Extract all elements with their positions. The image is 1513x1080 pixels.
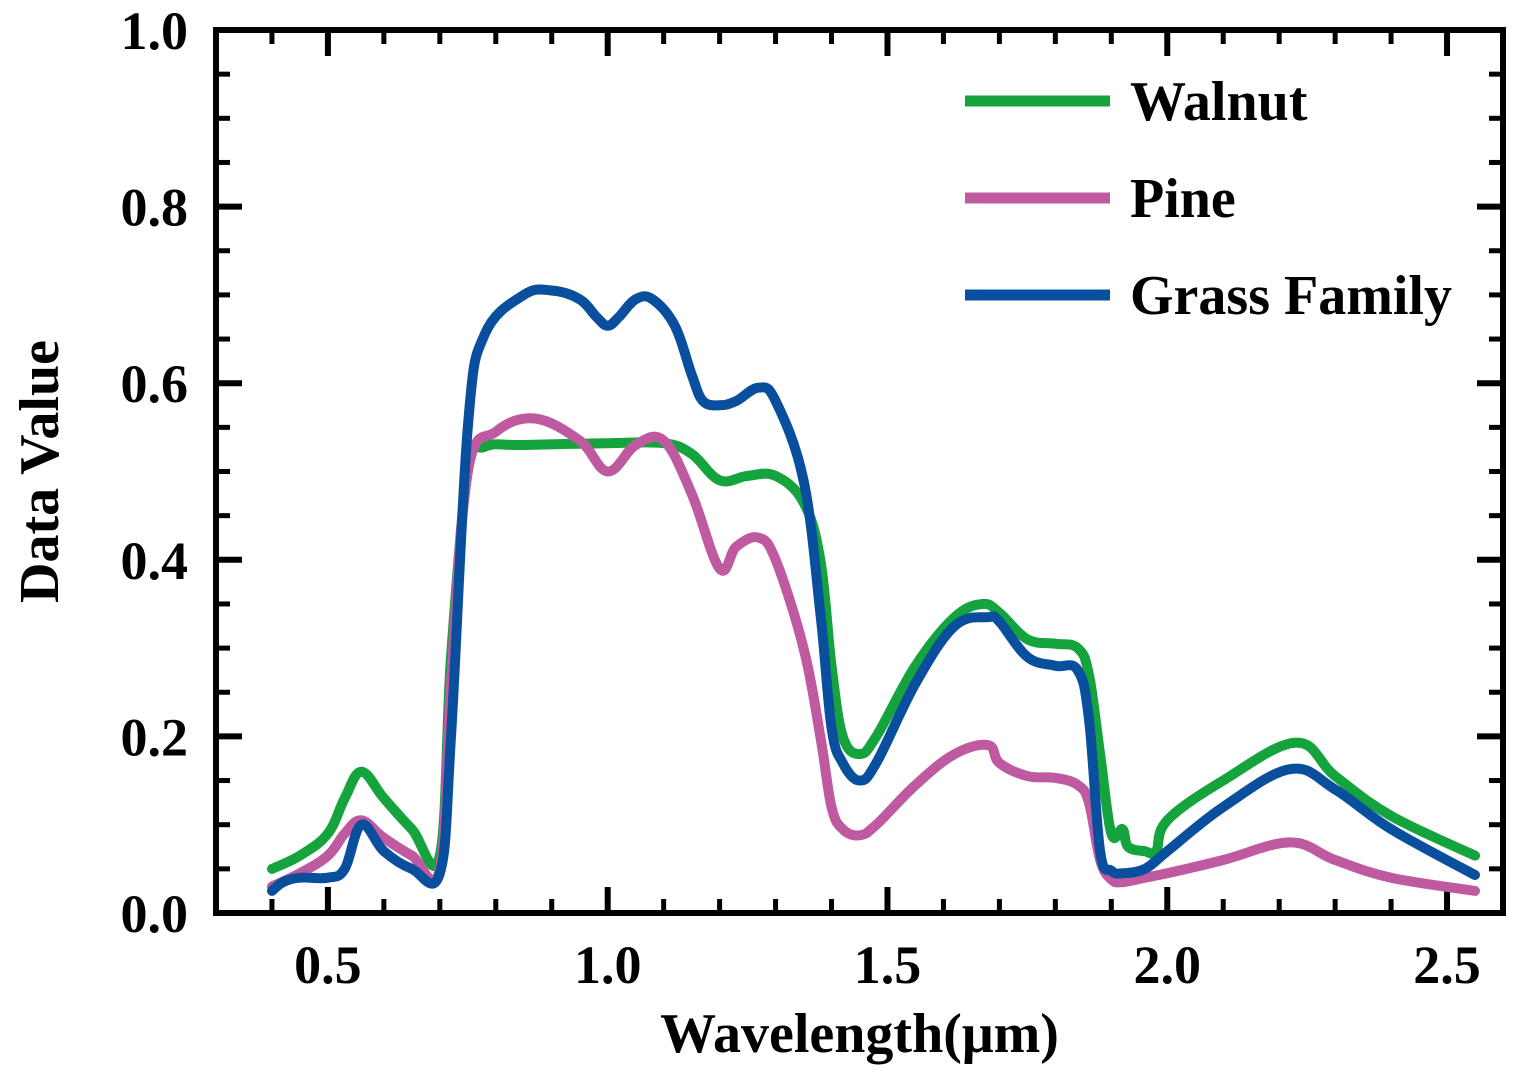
y-tick-label: 0.4 (121, 531, 189, 591)
series-lines (267, 284, 1480, 896)
x-tick-label: 1.0 (574, 935, 642, 995)
x-tick-label: 1.5 (854, 935, 922, 995)
y-tick-label: 1.0 (121, 1, 189, 61)
legend-label-walnut: Walnut (1130, 71, 1308, 133)
series-line-grass-family (267, 284, 1480, 896)
legend-label-pine: Pine (1130, 168, 1236, 230)
legend-label-grass-family: Grass Family (1130, 265, 1452, 327)
plot-frame (213, 27, 1506, 916)
x-tick-labels: 0.5 1.0 1.5 2.0 2.5 (294, 935, 1481, 995)
legend: Walnut Pine Grass Family (965, 71, 1452, 327)
y-tick-label: 0.8 (121, 178, 189, 238)
y-tick-label: 0.2 (121, 707, 189, 767)
x-tick-label: 2.5 (1413, 935, 1481, 995)
y-tick-labels: 0.0 0.2 0.4 0.6 0.8 1.0 (121, 1, 189, 944)
x-tick-label: 0.5 (294, 935, 362, 995)
x-tick-label: 2.0 (1134, 935, 1202, 995)
y-axis-title: Data Value (9, 340, 71, 603)
y-tick-label: 0.0 (121, 884, 189, 944)
x-axis-title: Wavelength(μm) (660, 1003, 1059, 1065)
y-tick-label: 0.6 (121, 354, 189, 414)
major-ticks (216, 30, 1503, 913)
